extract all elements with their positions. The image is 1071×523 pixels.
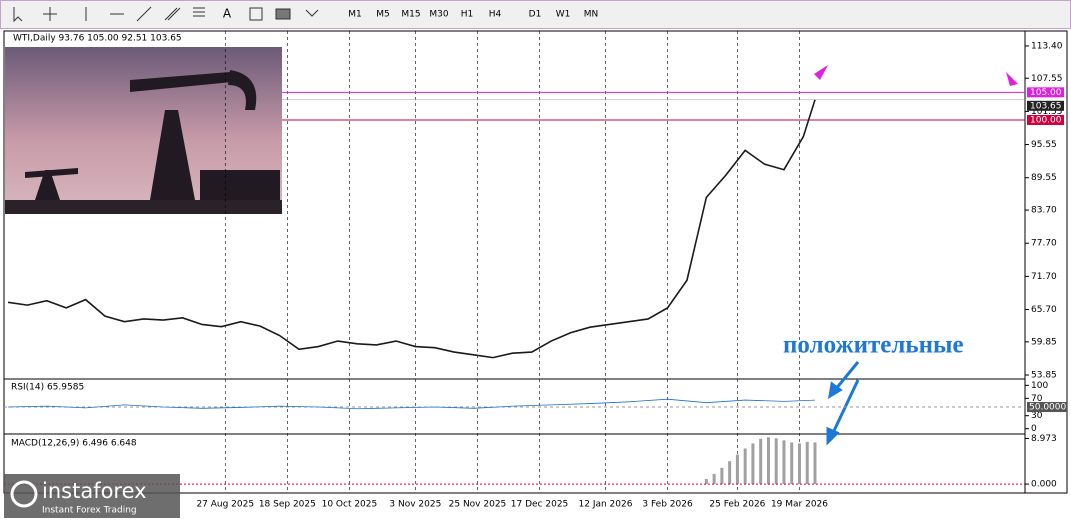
chart-info: WTI,Daily 93.76 105.00 92.51 103.65 (13, 34, 182, 44)
logo-tagline: Instant Forex Trading (42, 506, 137, 516)
y-tick-label: 107.55 (1031, 74, 1063, 84)
histogram-bar (704, 479, 708, 485)
histogram-bar (790, 442, 794, 485)
annotation: положительные (783, 332, 964, 359)
channel-tool[interactable] (164, 7, 181, 21)
y-tick-label: 0 (1031, 424, 1037, 434)
macd-label: MACD(12,26,9) 6.496 6.648 (11, 439, 137, 449)
y-tick-label: 8.973 (1031, 434, 1057, 444)
text-tool[interactable]: A (223, 7, 232, 21)
cursor-tool[interactable] (13, 7, 23, 23)
timeframe-button[interactable]: H4 (489, 10, 502, 20)
chart-frame (3, 30, 1068, 494)
toolbar (0, 0, 1071, 29)
x-tick-label: 25 Nov 2025 (449, 500, 507, 510)
histogram-bar (805, 441, 809, 485)
fibo-tool[interactable] (193, 7, 205, 17)
histogram-bar (735, 454, 739, 485)
price-tag-label: 105.00 (1030, 88, 1062, 98)
histogram-bar (751, 443, 755, 485)
shape-tool[interactable] (275, 8, 291, 20)
y-tick-label: 89.55 (1031, 173, 1057, 183)
price-tag (1027, 100, 1064, 111)
rsi-label: RSI(14) 65.9585 (11, 383, 84, 393)
y-tick-label: 65.70 (1031, 305, 1057, 315)
timeframe-button[interactable]: M1 (348, 10, 362, 20)
y-tick-label: 83.70 (1031, 206, 1057, 216)
label-tool[interactable] (249, 7, 263, 21)
histogram-bar (743, 448, 747, 485)
logo: instaforex Instant Forex Trading (4, 474, 180, 518)
y-tick-label: 101.55 (1031, 107, 1063, 117)
histogram-bar (712, 473, 716, 485)
timeframe-button[interactable]: M30 (429, 10, 448, 20)
price-tag (1027, 87, 1064, 98)
price-tag-label: 103.65 (1030, 101, 1062, 111)
x-tick-label: 18 Sep 2025 (259, 500, 316, 510)
y-tick-label: 113.40 (1031, 41, 1063, 51)
histogram-bar (797, 443, 801, 485)
x-tick-label: 3 Feb 2026 (642, 500, 693, 510)
timeframes: M1 M5 M15 M30 H1 H4 D1 W1 MN (348, 10, 598, 20)
x-tick-label: 3 Nov 2025 (389, 500, 441, 510)
x-tick-label: 17 Dec 2025 (511, 500, 569, 510)
timeframe-button[interactable]: H1 (461, 10, 474, 20)
y-tick-label: 71.70 (1031, 272, 1057, 282)
marker-arrows (814, 65, 1018, 86)
histogram-bar (774, 438, 778, 485)
histogram-bar (782, 440, 786, 485)
x-tick-label: 19 Mar 2026 (771, 500, 828, 510)
price-line (7, 99, 816, 359)
timeframe-button[interactable]: M5 (376, 10, 390, 20)
crosshair-tool[interactable] (43, 7, 57, 21)
timeframe-button[interactable]: MN (584, 10, 599, 20)
level-tag-label: 50.0000 (1029, 403, 1066, 413)
histogram-bar (759, 438, 763, 485)
histogram-bar (813, 442, 817, 485)
timeframe-button[interactable]: M15 (401, 10, 420, 20)
y-tick-label: 77.70 (1031, 239, 1057, 249)
y-tick-label: 100 (1031, 381, 1048, 391)
y-tick-label: 0.000 (1031, 480, 1057, 490)
y-tick-label: 95.55 (1031, 140, 1057, 150)
price-tag-label: 100.00 (1030, 115, 1062, 125)
logo-name: instaforex (42, 479, 147, 503)
arrows-tool[interactable] (305, 9, 319, 17)
histogram-bar (728, 461, 732, 485)
x-tick-label: 10 Oct 2025 (322, 500, 378, 510)
price-line (7, 398, 816, 410)
photo (5, 47, 282, 214)
timeframe-button[interactable]: W1 (556, 10, 571, 20)
timeframe-button[interactable]: D1 (529, 10, 542, 20)
y-tick-label: 30 (1031, 411, 1043, 421)
histogram-bar (720, 467, 724, 485)
y-tick-label: 70 (1031, 394, 1043, 404)
level-tag (1027, 402, 1067, 413)
x-tick-label: 12 Jan 2026 (579, 500, 633, 510)
y-tick-label: 53.85 (1031, 371, 1057, 381)
trendline-tool[interactable] (136, 6, 152, 22)
x-tick-label: 25 Feb 2026 (709, 500, 765, 510)
y-tick-label: 59.85 (1031, 337, 1057, 347)
price-tag (1027, 114, 1064, 125)
histogram-bar (766, 437, 770, 485)
x-tick-label: 27 Aug 2025 (196, 500, 254, 510)
toolbar-icons (13, 6, 319, 23)
